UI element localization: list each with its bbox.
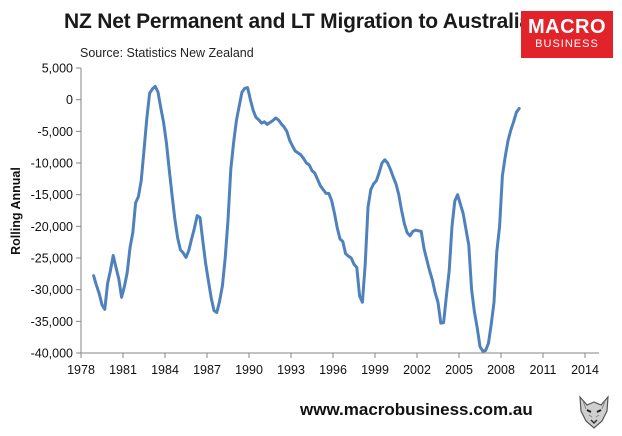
x-tick-label: 1999 xyxy=(361,363,389,377)
y-tick-label: 5,000 xyxy=(42,62,73,76)
page-title: NZ Net Permanent and LT Migration to Aus… xyxy=(64,10,531,33)
x-tick-label: 1984 xyxy=(151,363,179,377)
x-tick-label: 1993 xyxy=(277,363,305,377)
y-tick-label: -25,000 xyxy=(31,252,73,266)
y-axis-label: Rolling Annual xyxy=(9,167,23,255)
y-tick-label: -40,000 xyxy=(31,347,73,361)
source-text: Source: Statistics New Zealand xyxy=(80,46,254,60)
macrobusiness-logo: MACRO BUSINESS xyxy=(521,11,613,58)
axes xyxy=(80,68,599,354)
y-axis-ticks: 5,000 0 -5,000 -10,000 -15,000 -20,000 -25,000… xyxy=(31,62,81,361)
y-tick-label: -10,000 xyxy=(31,157,73,171)
wolf-logo-icon xyxy=(574,391,614,431)
x-tick-label: 2014 xyxy=(571,363,599,377)
y-tick-label: -35,000 xyxy=(31,315,73,329)
logo-line-2: BUSINESS xyxy=(535,38,599,50)
y-tick-label: -15,000 xyxy=(31,188,73,202)
x-tick-label: 1981 xyxy=(109,363,137,377)
x-axis-ticks: 1978 1981 1984 1987 1990 1993 1996 1999 2002 2005… xyxy=(67,353,599,377)
website-url: www.macrobusiness.com.au xyxy=(300,400,533,419)
x-tick-label: 1987 xyxy=(193,363,221,377)
x-tick-label: 2005 xyxy=(445,363,473,377)
x-tick-label: 1996 xyxy=(319,363,347,377)
logo-line-1: MACRO xyxy=(527,16,607,38)
y-tick-label: -30,000 xyxy=(31,283,73,297)
y-tick-label: -5,000 xyxy=(38,125,73,139)
y-tick-label: 0 xyxy=(66,93,73,107)
x-tick-label: 2002 xyxy=(403,363,431,377)
series-group xyxy=(92,84,521,353)
series-line xyxy=(92,84,521,353)
y-tick-label: -20,000 xyxy=(31,220,73,234)
x-tick-label: 1978 xyxy=(67,363,95,377)
x-tick-label: 2008 xyxy=(487,363,515,377)
x-tick-label: 2011 xyxy=(530,363,557,377)
x-tick-label: 1990 xyxy=(235,363,263,377)
